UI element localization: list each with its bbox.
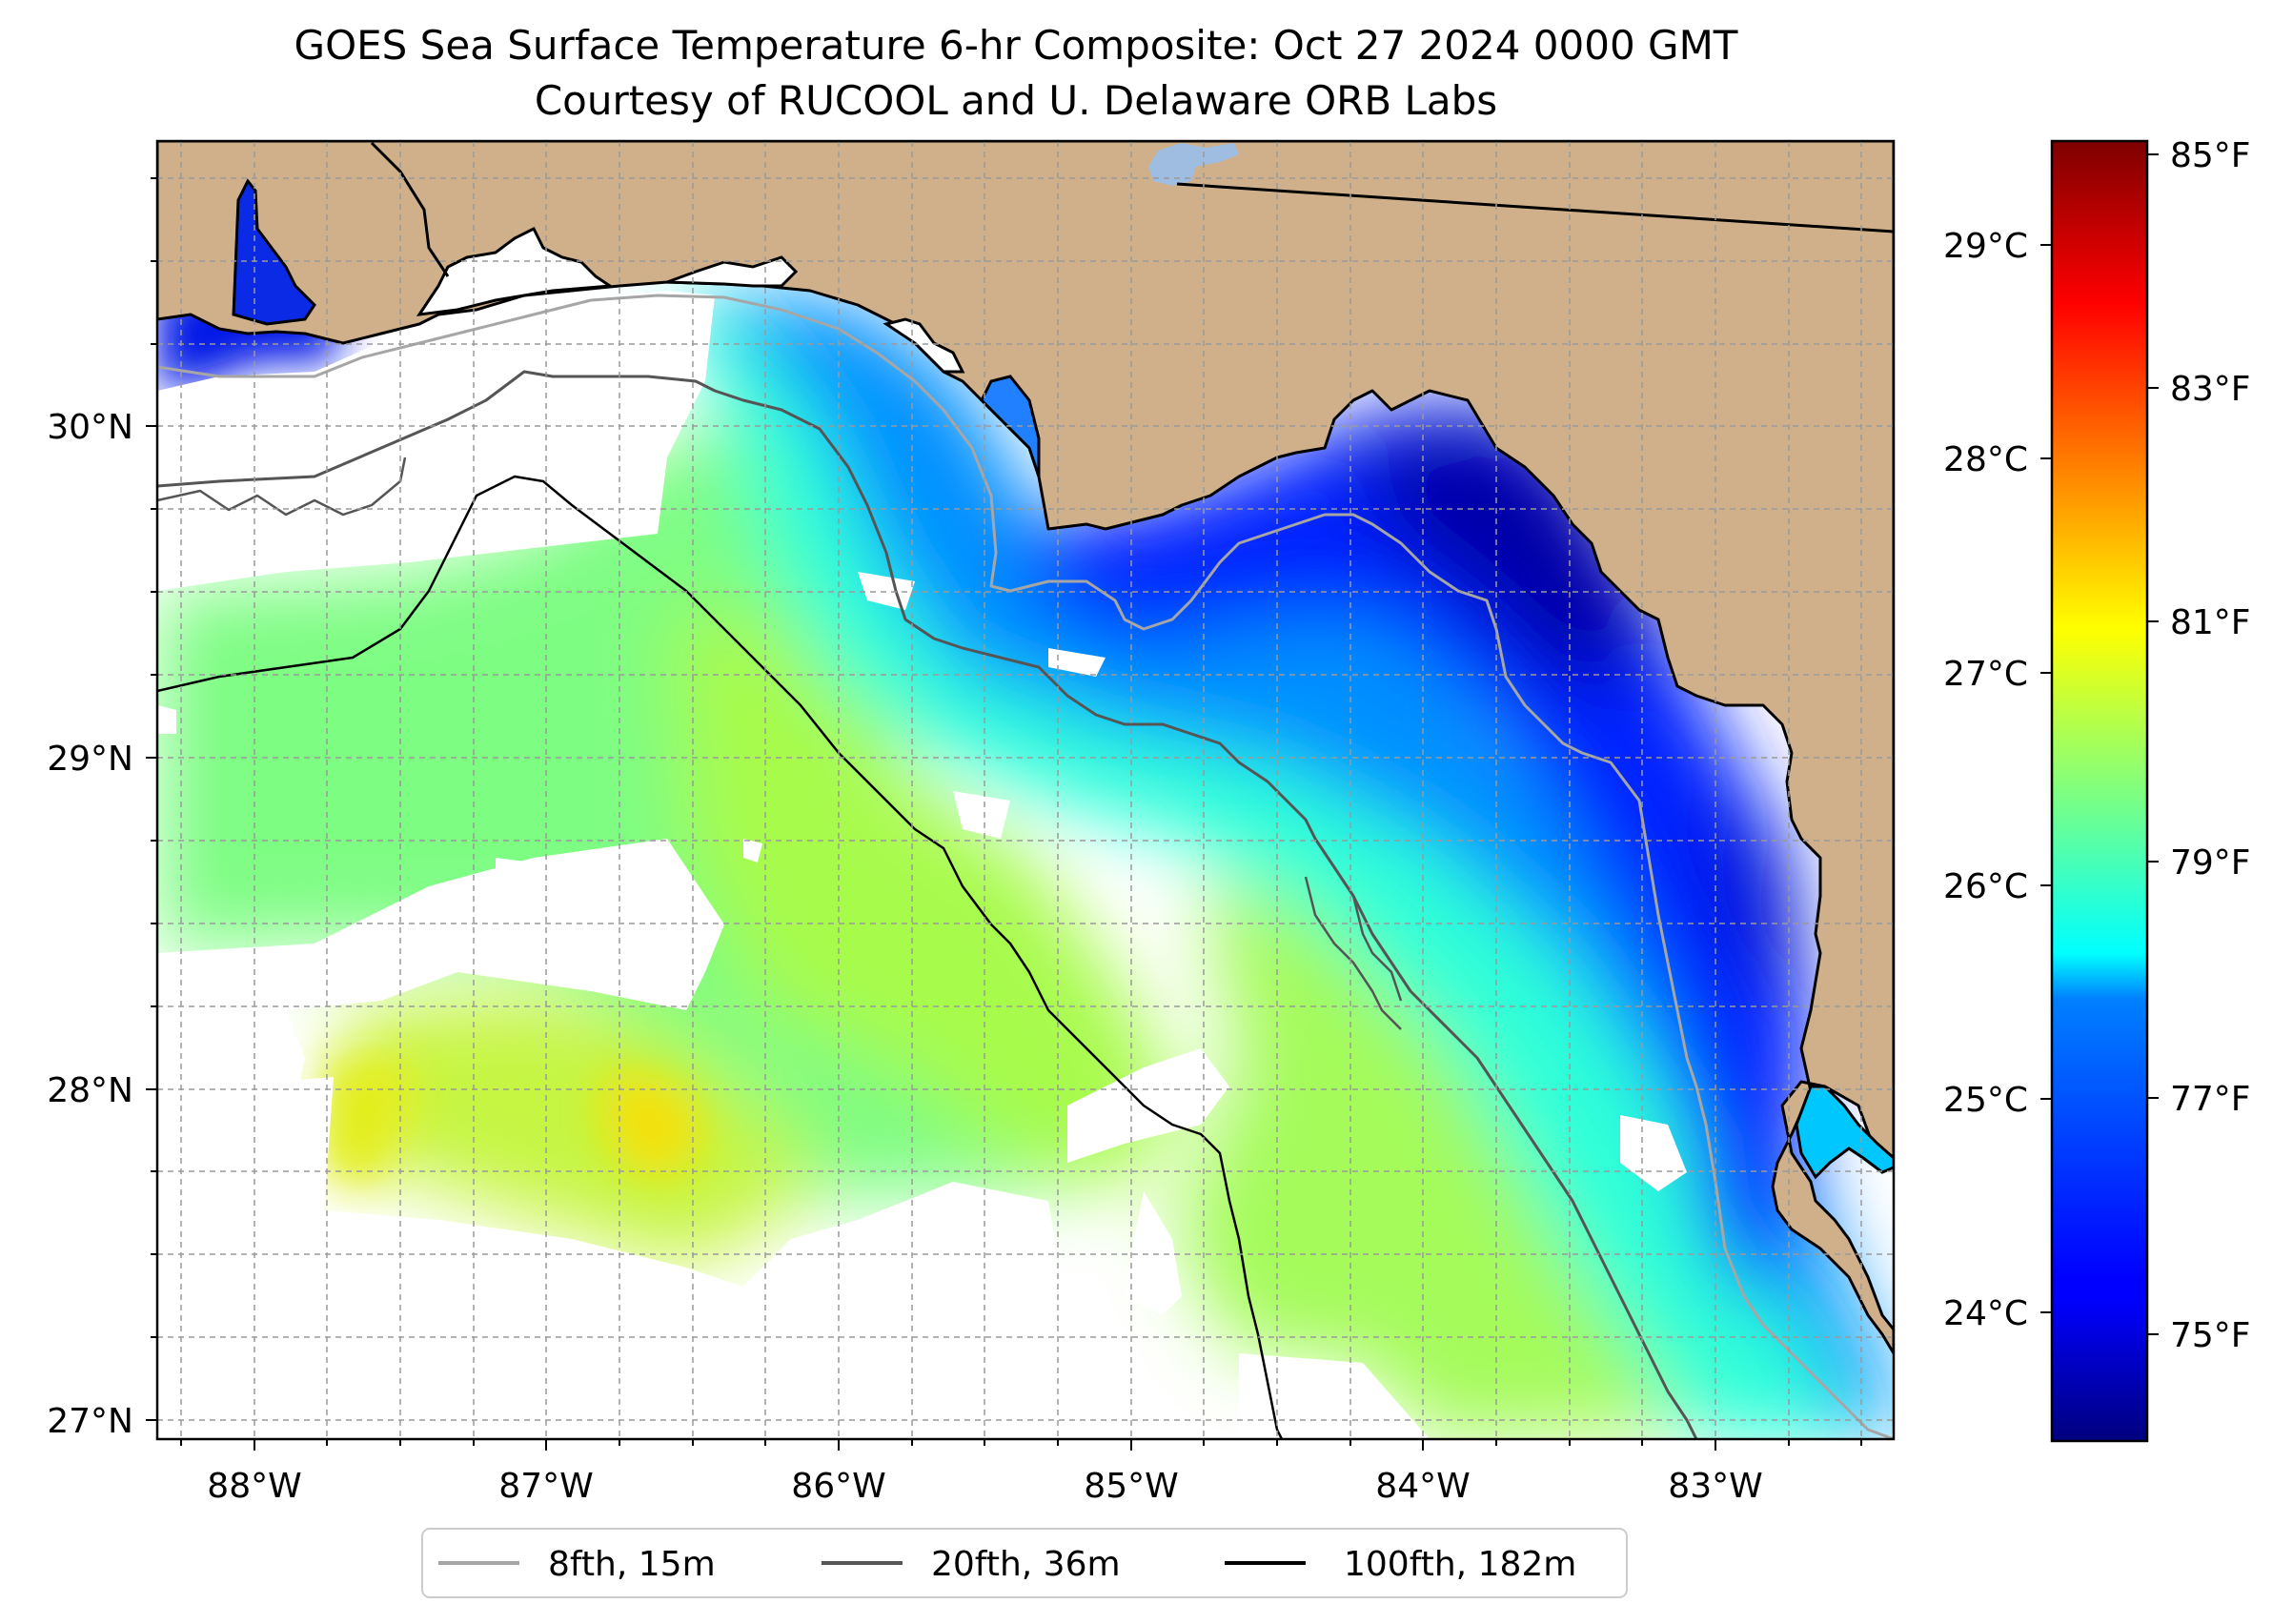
sst-map — [157, 141, 1894, 1439]
isobath-182m — [157, 475, 1284, 1439]
map-title-line1: GOES Sea Surface Temperature 6-hr Compos… — [294, 22, 1738, 69]
map-title-line2: Courtesy of RUCOOL and U. Delaware ORB L… — [535, 77, 1497, 124]
fahrenheit-tick-label: 85°F — [2170, 136, 2251, 175]
celsius-tick-label: 24°C — [1943, 1294, 2028, 1333]
lat-tick-label: 27°N — [47, 1402, 133, 1441]
fahrenheit-tick-label: 75°F — [2170, 1316, 2251, 1355]
celsius-tick-label: 27°C — [1943, 655, 2028, 694]
lon-tick-label: 88°W — [207, 1467, 301, 1506]
legend: 8fth, 15m 20fth, 36m 100fth, 182m — [421, 1528, 1628, 1598]
lat-tick-label: 30°N — [47, 408, 133, 447]
isobaths — [157, 294, 1894, 1439]
celsius-tick-label: 25°C — [1943, 1081, 2028, 1120]
celsius-tick-label: 29°C — [1943, 227, 2028, 266]
longitude-labels: 88°W 87°W 86°W 85°W 84°W 83°W — [207, 1467, 1762, 1506]
legend-item-8fth: 8fth, 15m — [438, 1545, 716, 1584]
no-data-areas — [157, 291, 1687, 1439]
fahrenheit-tick-label: 81°F — [2170, 603, 2251, 642]
land — [157, 141, 1894, 1355]
fahrenheit-tick-label: 79°F — [2170, 843, 2251, 883]
lon-tick-label: 87°W — [498, 1467, 593, 1506]
legend-box — [421, 1528, 1628, 1598]
lon-tick-label: 85°W — [1084, 1467, 1178, 1506]
lon-tick-label: 84°W — [1375, 1467, 1470, 1506]
legend-label: 20fth, 36m — [931, 1545, 1121, 1584]
colorbar-gradient — [2050, 139, 2149, 1443]
lon-tick-label: 86°W — [791, 1467, 885, 1506]
lon-tick-label: 83°W — [1668, 1467, 1762, 1506]
lat-tick-label: 28°N — [47, 1071, 133, 1110]
isobath-36m — [157, 370, 1698, 1439]
fahrenheit-tick-label: 83°F — [2170, 370, 2251, 409]
isobath-36m-islands — [157, 457, 1403, 1030]
legend-label: 100fth, 182m — [1344, 1545, 1576, 1584]
fahrenheit-tick-label: 77°F — [2170, 1080, 2251, 1119]
isobath-15m — [157, 294, 1894, 1439]
legend-label: 8fth, 15m — [548, 1545, 716, 1584]
lake — [1148, 143, 1239, 186]
celsius-tick-label: 26°C — [1943, 867, 2028, 906]
legend-item-20fth: 20fth, 36m — [822, 1545, 1121, 1584]
colorbar: 29°C 28°C 27°C 26°C 25°C 24°C 85°F 83°F … — [1943, 136, 2251, 1443]
latitude-labels: 27°N 28°N 29°N 30°N — [47, 408, 133, 1441]
celsius-tick-label: 28°C — [1943, 440, 2028, 479]
map-frame — [155, 139, 1896, 1441]
lat-tick-label: 29°N — [47, 740, 133, 779]
legend-item-100fth: 100fth, 182m — [1225, 1545, 1576, 1584]
